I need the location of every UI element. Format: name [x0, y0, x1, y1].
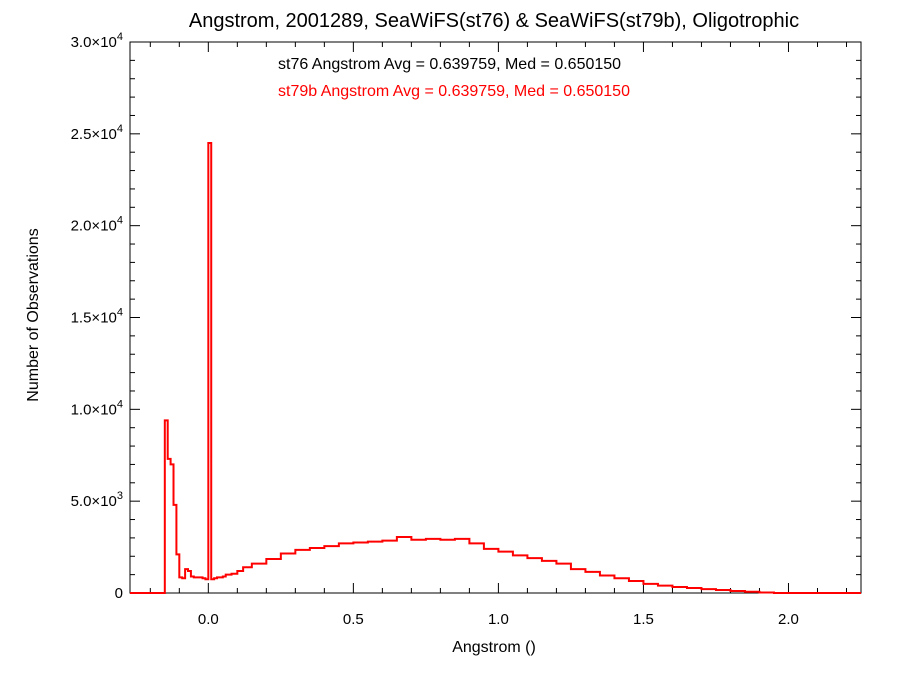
y-tick-label: 2.5×104	[71, 123, 123, 143]
series-layer	[130, 142, 861, 594]
y-tick-label: 3.0×104	[71, 31, 123, 51]
y-tick-label: 5.0×103	[71, 490, 123, 510]
y-tick-label: 1.5×104	[71, 307, 123, 327]
x-tick-label: 2.0	[778, 611, 799, 628]
annotations: st76 Angstrom Avg = 0.639759, Med = 0.65…	[278, 56, 630, 100]
x-axis-label: Angstrom ()	[452, 639, 536, 656]
plot-frame	[129, 41, 862, 594]
x-tick-label: 0.5	[343, 611, 364, 628]
series-line	[130, 142, 861, 594]
x-tick-label: 1.5	[633, 611, 654, 628]
y-tick-label: 0	[115, 585, 123, 602]
y-tick-label: 1.0×104	[71, 398, 123, 418]
annotation-text: st76 Angstrom Avg = 0.639759, Med = 0.65…	[278, 56, 621, 73]
chart-title: Angstrom, 2001289, SeaWiFS(st76) & SeaWi…	[189, 10, 799, 32]
y-tick-label: 2.0×104	[71, 215, 123, 235]
y-axis-label: Number of Observations	[25, 228, 42, 401]
x-tick-label: 0.0	[198, 611, 219, 628]
axis-ticks: 0.0 0.5 1.0 1.5 2.0 0 5.0×103 1.0×104 1.5×104 2.0…	[71, 31, 861, 628]
annotation-text: st79b Angstrom Avg = 0.639759, Med = 0.6…	[278, 83, 630, 100]
x-tick-label: 1.0	[488, 611, 509, 628]
